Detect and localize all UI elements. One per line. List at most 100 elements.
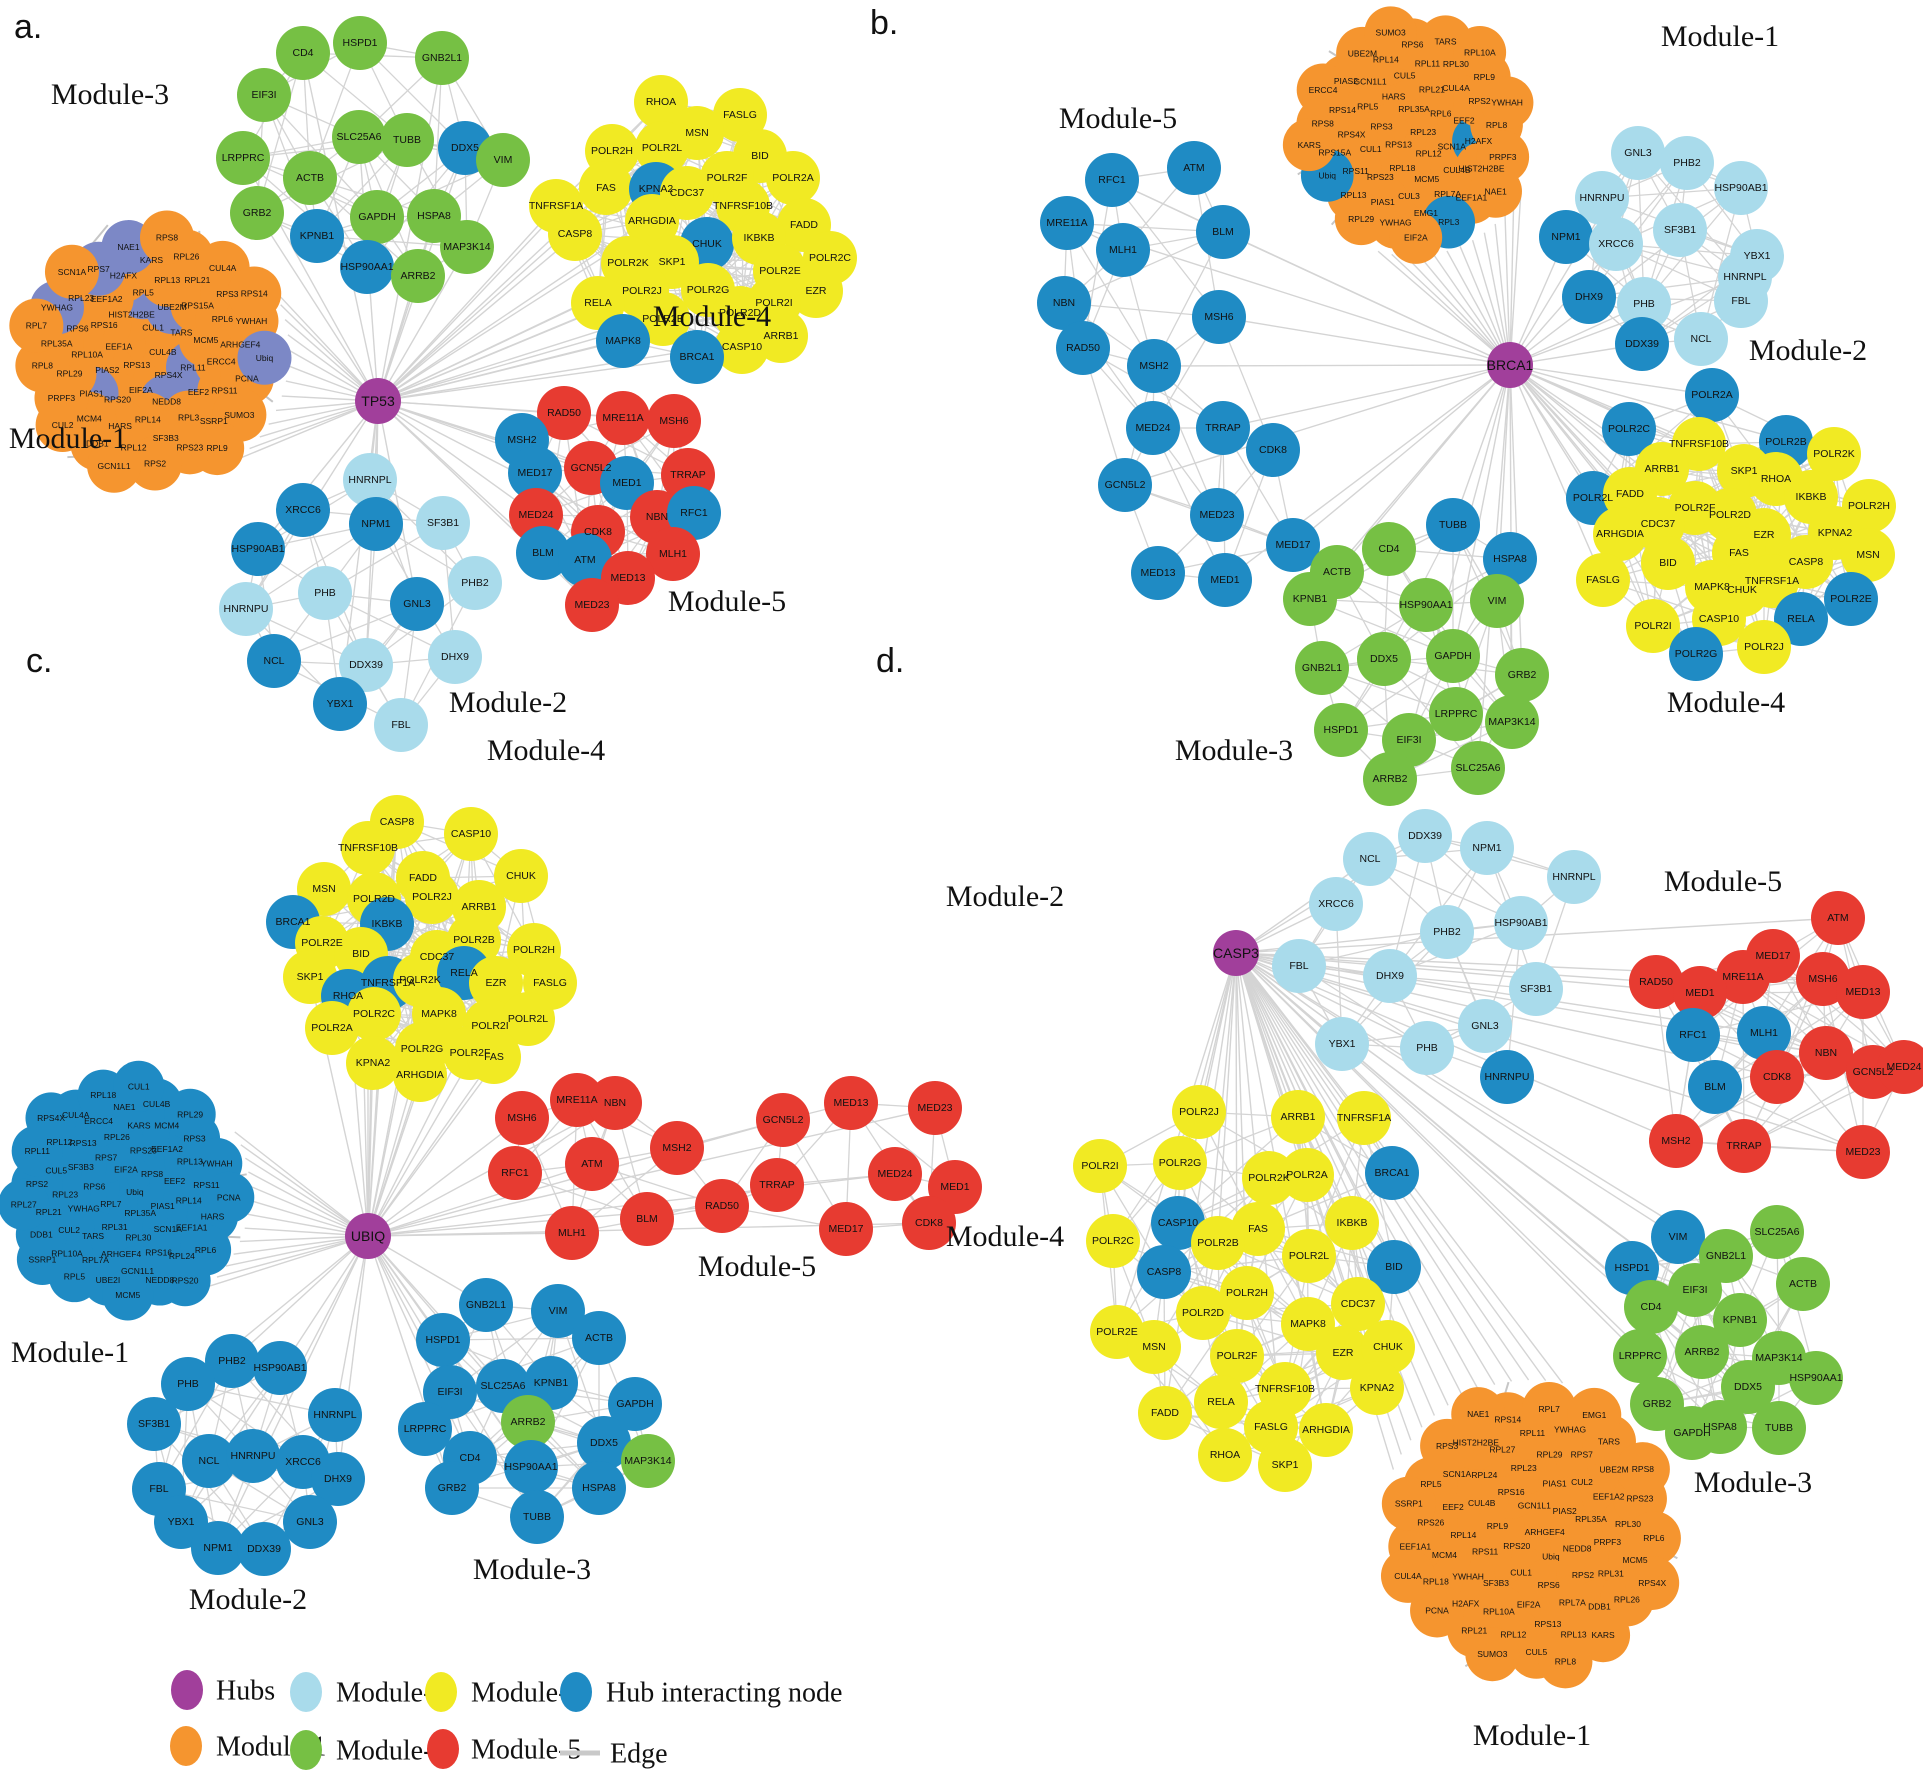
node-TNFRSF1A[interactable] <box>1337 1091 1391 1145</box>
node-MAPK8[interactable] <box>596 314 650 368</box>
node-KPNB1[interactable] <box>1713 1293 1767 1347</box>
node-GNL3[interactable] <box>283 1495 337 1549</box>
node-NPM1[interactable] <box>1539 210 1593 264</box>
node-TRRAP[interactable] <box>750 1158 804 1212</box>
node-POLR2B[interactable] <box>636 292 690 346</box>
node-SF3B1[interactable] <box>1653 203 1707 257</box>
node-SUMO3[interactable] <box>1465 1627 1520 1682</box>
node-PHB2[interactable] <box>1660 136 1714 190</box>
node-CASP8[interactable] <box>548 207 602 261</box>
node-HSP90AB1[interactable] <box>1714 161 1768 215</box>
node-GAPDH[interactable] <box>608 1377 662 1431</box>
node-GNB2L1[interactable] <box>415 31 469 85</box>
node-ATM[interactable] <box>1811 891 1865 945</box>
node-LRPPRC[interactable] <box>1613 1329 1667 1383</box>
node-RHOA[interactable] <box>1198 1428 1252 1482</box>
node-LRPPRC[interactable] <box>398 1402 452 1456</box>
node-RPS4X[interactable] <box>1625 1555 1680 1610</box>
node-POLR2E[interactable] <box>1824 572 1878 626</box>
node-SUMO3[interactable] <box>1364 6 1417 59</box>
node-MCM5[interactable] <box>102 1269 154 1321</box>
node-HSP90AA1[interactable] <box>504 1440 558 1494</box>
node-GRB2[interactable] <box>425 1461 479 1515</box>
node-KPNA2[interactable] <box>1350 1361 1404 1415</box>
node-DHX9[interactable] <box>428 630 482 684</box>
node-GAPDH[interactable] <box>1665 1406 1719 1460</box>
node-EZR[interactable] <box>469 956 523 1010</box>
node-ATM[interactable] <box>565 1137 619 1191</box>
node-ARRB2[interactable] <box>501 1395 555 1449</box>
node-SSRP1[interactable] <box>1381 1476 1436 1531</box>
node-RAD50[interactable] <box>695 1179 749 1233</box>
node-MED17[interactable] <box>508 446 562 500</box>
node-NBN[interactable] <box>1799 1026 1853 1080</box>
node-POLR2J[interactable] <box>1737 620 1791 674</box>
node-DDX39[interactable] <box>1615 317 1669 371</box>
node-ARHGDIA[interactable] <box>393 1048 447 1102</box>
node-POLR2D[interactable] <box>1176 1286 1230 1340</box>
node-RPL10A[interactable] <box>1453 26 1507 79</box>
node-GNB2L1[interactable] <box>459 1278 513 1332</box>
node-MRE11A[interactable] <box>1716 950 1770 1004</box>
node-RPS8[interactable] <box>1615 1442 1670 1497</box>
node-VIM[interactable] <box>531 1284 585 1338</box>
node-ARHGDIA[interactable] <box>625 194 679 248</box>
node-RAD50[interactable] <box>1629 955 1683 1009</box>
node-VIM[interactable] <box>1651 1210 1705 1264</box>
node-KPNA2[interactable] <box>346 1036 400 1090</box>
node-GCN5L2[interactable] <box>1098 458 1152 512</box>
node-NPM1[interactable] <box>349 497 403 551</box>
node-POLR2L[interactable] <box>635 121 689 175</box>
node-HSP90AA1[interactable] <box>1399 578 1453 632</box>
node-NPM1[interactable] <box>1460 821 1514 875</box>
node-SF3B1[interactable] <box>1509 962 1563 1016</box>
node-POLR2K[interactable] <box>1807 427 1861 481</box>
node-HSPA8[interactable] <box>1483 532 1537 586</box>
node-NBN[interactable] <box>1037 276 1091 330</box>
node-HSP90AA1[interactable] <box>340 240 394 294</box>
node-CUL4A[interactable] <box>1380 1548 1435 1603</box>
node-POLR2A[interactable] <box>1280 1148 1334 1202</box>
node-MRE11A[interactable] <box>596 391 650 445</box>
node-POLR2I[interactable] <box>1073 1139 1127 1193</box>
node-HNRNPU[interactable] <box>226 1429 280 1483</box>
node-YBX1[interactable] <box>313 677 367 731</box>
node-NPM1[interactable] <box>191 1521 245 1575</box>
node-LRPPRC[interactable] <box>216 131 270 185</box>
node-PHB[interactable] <box>1400 1021 1454 1075</box>
node-RFC1[interactable] <box>1666 1008 1720 1062</box>
node-POLR2C[interactable] <box>1602 402 1656 456</box>
node-CASP8[interactable] <box>1137 1245 1191 1299</box>
node-ARRB2[interactable] <box>391 249 445 303</box>
node-CD4[interactable] <box>1362 522 1416 576</box>
node-ARRB1[interactable] <box>1271 1090 1325 1144</box>
node-TRRAP[interactable] <box>1717 1119 1771 1173</box>
node-MED13[interactable] <box>1836 965 1890 1019</box>
node-MED13[interactable] <box>1131 546 1185 600</box>
node-FASLG[interactable] <box>1576 553 1630 607</box>
node-YWHAH[interactable] <box>1480 76 1534 130</box>
node-POLR2C[interactable] <box>347 987 401 1041</box>
node-CDC37[interactable] <box>1331 1277 1385 1331</box>
node-POLR2A[interactable] <box>766 151 820 205</box>
node-BID[interactable] <box>1641 536 1695 590</box>
node-MED17[interactable] <box>1266 518 1320 572</box>
node-TNFRSF10B[interactable] <box>341 821 395 875</box>
node-RPL29[interactable] <box>1334 192 1388 246</box>
node-CHUK[interactable] <box>494 849 548 903</box>
node-EMG1[interactable] <box>1567 1387 1622 1442</box>
node-CDK8[interactable] <box>1750 1050 1804 1104</box>
node-DDX5[interactable] <box>1357 632 1411 686</box>
node-HSPA8[interactable] <box>572 1461 626 1515</box>
node-HSP90AB1[interactable] <box>253 1341 307 1395</box>
node-POLR2L[interactable] <box>501 992 555 1046</box>
node-RELA[interactable] <box>1194 1375 1248 1429</box>
node-RPS8[interactable] <box>139 210 194 265</box>
node-RAD50[interactable] <box>1056 321 1110 375</box>
node-ACTB[interactable] <box>572 1311 626 1365</box>
node-SKP1[interactable] <box>1258 1438 1312 1492</box>
node-POLR2J[interactable] <box>405 870 459 924</box>
node-POLR2B[interactable] <box>1191 1216 1245 1270</box>
node-BLM[interactable] <box>1196 205 1250 259</box>
node-RPL7[interactable] <box>9 298 64 353</box>
